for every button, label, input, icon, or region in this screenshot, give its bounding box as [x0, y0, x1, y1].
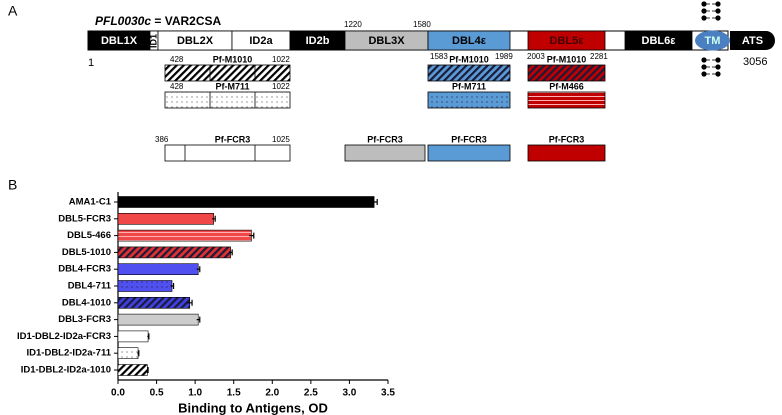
boundary-number: 1580 [413, 20, 431, 29]
x-tick-label: 1.5 [227, 388, 241, 399]
y-tick-label: ID1-DBL2-ID2a-1010 [21, 365, 111, 376]
bar [117, 246, 231, 259]
gene-name: PFL0030c [95, 14, 151, 28]
construct-start: 428 [170, 55, 184, 64]
y-tick-label: DBL4-FCR3 [58, 264, 111, 275]
domain-label: DBL4ε [452, 35, 487, 47]
x-tick-label: 3.0 [342, 388, 356, 399]
bar [117, 330, 149, 343]
domain-label: ID2a [249, 35, 273, 47]
construct-start: 386 [155, 135, 169, 144]
construct-end: 1022 [272, 55, 290, 64]
error-bar [229, 249, 233, 256]
construct-end: 1025 [272, 135, 290, 144]
y-tick-label: ID1-DBL2-ID2a-711 [27, 348, 112, 359]
construct-label: Pf-M466 [549, 81, 584, 91]
bar [117, 364, 148, 376]
y-tick-label: DBL5-466 [67, 230, 111, 241]
bar [117, 229, 252, 242]
construct [164, 91, 291, 109]
construct-label: Pf-M1010 [547, 54, 587, 64]
domain-label: TM [705, 35, 721, 47]
x-tick-label: 3.5 [381, 388, 395, 399]
panel-label: A [8, 3, 18, 19]
error-bar [187, 299, 193, 306]
bar [117, 196, 375, 208]
y-tick-label: DBL3-FCR3 [58, 314, 111, 325]
construct [427, 144, 511, 162]
x-tick-label: 2.5 [304, 388, 318, 399]
domain-label: DBL5ε [550, 35, 585, 47]
y-tick-label: AMA1-C1 [69, 197, 112, 208]
x-tick-label: 2.0 [265, 388, 279, 399]
domain-label: DBL1X [101, 35, 138, 47]
domain [695, 30, 730, 51]
error-bar [212, 215, 216, 222]
bar [117, 280, 173, 292]
y-tick-label: DBL4-711 [68, 281, 112, 292]
domain [527, 30, 606, 51]
x-tick-label: 0.0 [111, 388, 125, 399]
error-bar [170, 283, 175, 289]
boundary-number: 2281 [590, 52, 608, 61]
error-bar [146, 367, 149, 373]
panel-label: B [8, 177, 17, 193]
bar [117, 347, 139, 360]
boundary-number: 1220 [344, 20, 362, 29]
error-bar [371, 199, 378, 205]
construct [427, 91, 511, 109]
domain-label: DBL3X [368, 35, 405, 47]
x-tick-label: 1.0 [188, 388, 202, 399]
construct [164, 144, 291, 162]
boundary-number: 2003 [527, 52, 545, 61]
construct [344, 144, 426, 162]
construct-start: 428 [170, 82, 184, 91]
domain [427, 30, 511, 51]
construct-end: 1022 [272, 82, 290, 91]
domain [730, 31, 775, 50]
boundary-number: 1989 [495, 52, 513, 61]
x-tick-label: 0.5 [150, 388, 164, 399]
domain [624, 30, 693, 51]
domain-label: DBL2X [177, 35, 214, 47]
construct [427, 64, 511, 82]
error-bar [196, 316, 201, 323]
construct [527, 64, 606, 82]
domain-label: ATS [742, 35, 763, 47]
bar [117, 263, 199, 276]
y-tick-label: DBL4-1010 [62, 297, 111, 308]
construct [527, 91, 606, 109]
bar [117, 213, 214, 225]
construct-label: Pf-FCR3 [215, 134, 251, 144]
construct-label: Pf-M1010 [449, 54, 489, 64]
construct [527, 144, 606, 162]
construct-label: Pf-FCR3 [451, 134, 487, 144]
error-bar [137, 350, 140, 357]
domain-label: DBL6ε [642, 35, 677, 47]
domain-label: ID2b [306, 35, 330, 47]
construct-label: Pf-M711 [215, 81, 249, 91]
y-tick-label: DBL5-FCR3 [58, 213, 111, 224]
error-bar [196, 266, 201, 273]
bar [117, 313, 199, 326]
construct-label: Pf-M711 [452, 81, 486, 91]
boundary-number: 1583 [430, 52, 448, 61]
domain-label: ID1 [148, 34, 158, 48]
gene-note: = VAR2CSA [154, 14, 221, 28]
bar [117, 296, 191, 309]
construct-label: Pf-FCR3 [549, 134, 585, 144]
y-tick-label: DBL5-1010 [62, 247, 111, 258]
gene-title: PFL0030c = VAR2CSA [95, 14, 222, 28]
error-bar [249, 232, 255, 239]
end-number: 3056 [743, 56, 767, 68]
x-axis-title: Binding to Antigens, OD [178, 400, 328, 415]
construct-label: Pf-FCR3 [367, 134, 403, 144]
start-number: 1 [88, 57, 94, 69]
construct-label: Pf-M1010 [213, 54, 253, 64]
construct [164, 64, 291, 82]
error-bar [147, 333, 150, 340]
y-tick-label: ID1-DBL2-ID2a-FCR3 [17, 331, 111, 342]
